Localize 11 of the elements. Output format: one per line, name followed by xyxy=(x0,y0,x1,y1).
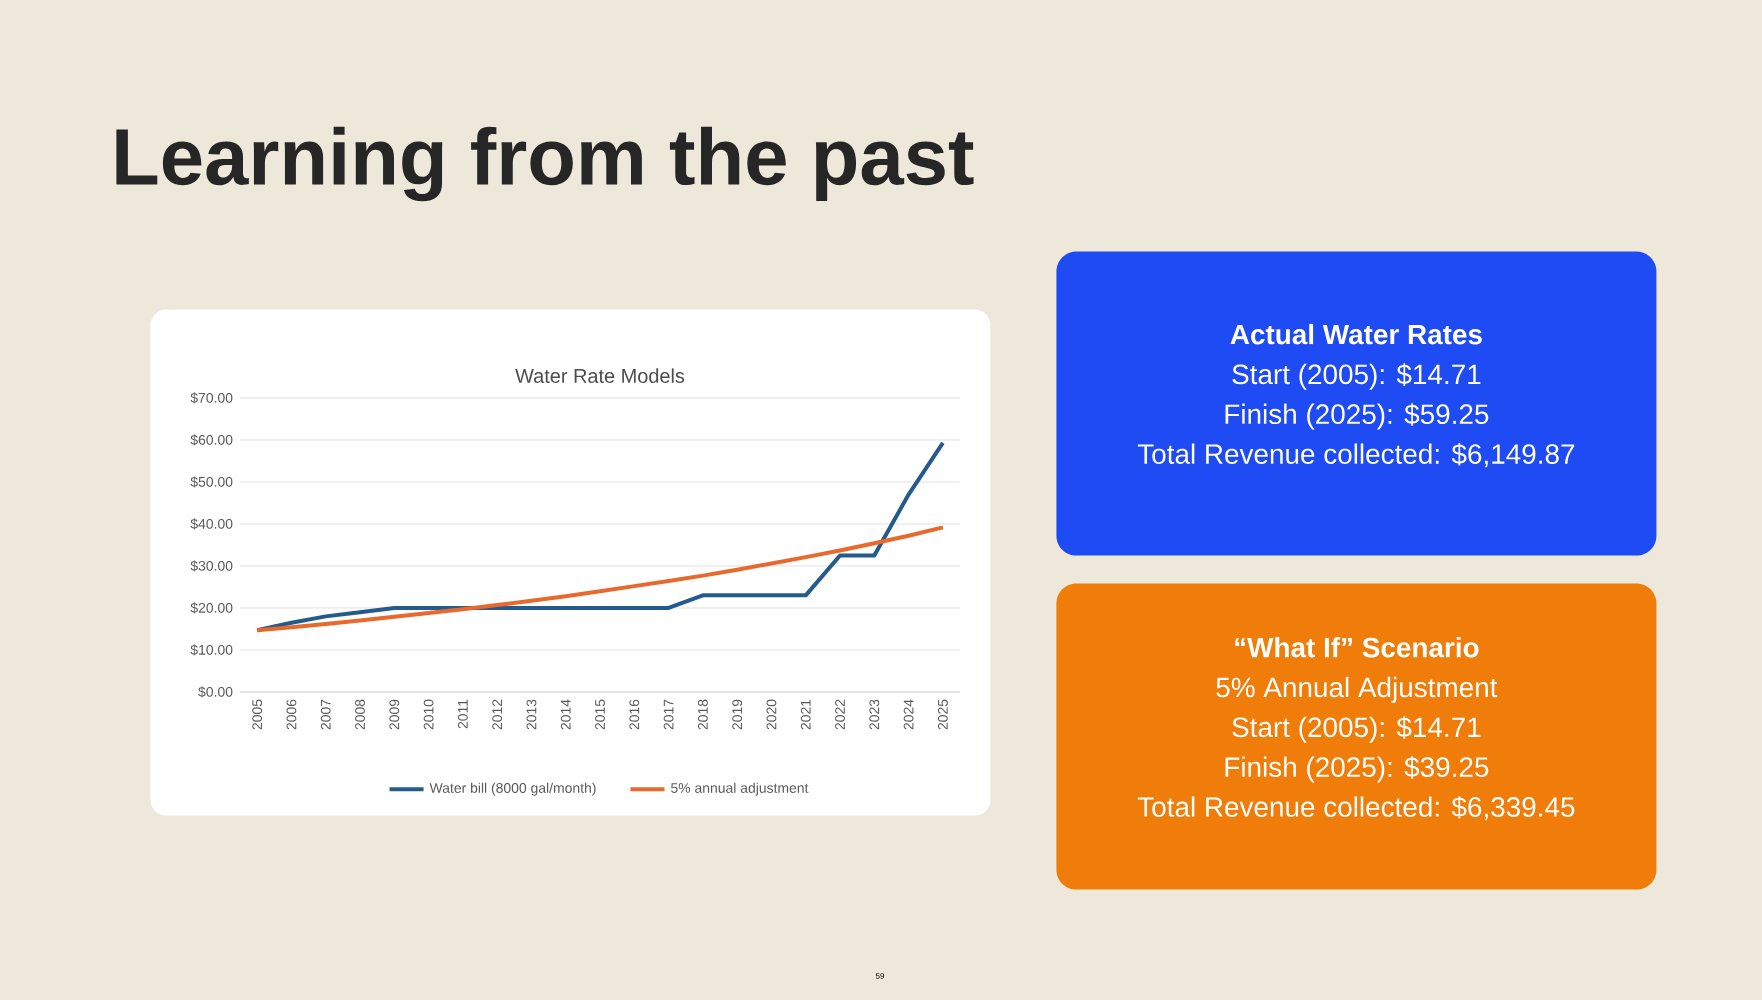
text: Total Revenue collected: $6,339.45 xyxy=(1137,795,1575,821)
chart-title: Water Rate Models xyxy=(515,368,685,383)
text: “What If” Scenario xyxy=(1235,636,1479,658)
text: Finish (2025): $59.25 xyxy=(1225,403,1489,430)
text: Start (2005): $14.71 xyxy=(1232,716,1481,743)
text: Finish (2025): $39.25 xyxy=(1225,756,1489,783)
text: Start (2005): $14.71 xyxy=(1232,363,1481,390)
text: Total Revenue collected: $6,149.87 xyxy=(1137,443,1575,468)
text: Actual Water Rates xyxy=(1230,323,1482,345)
text: 5% Annual Adjustment xyxy=(1216,676,1498,703)
text: Learning from the past xyxy=(116,126,974,202)
